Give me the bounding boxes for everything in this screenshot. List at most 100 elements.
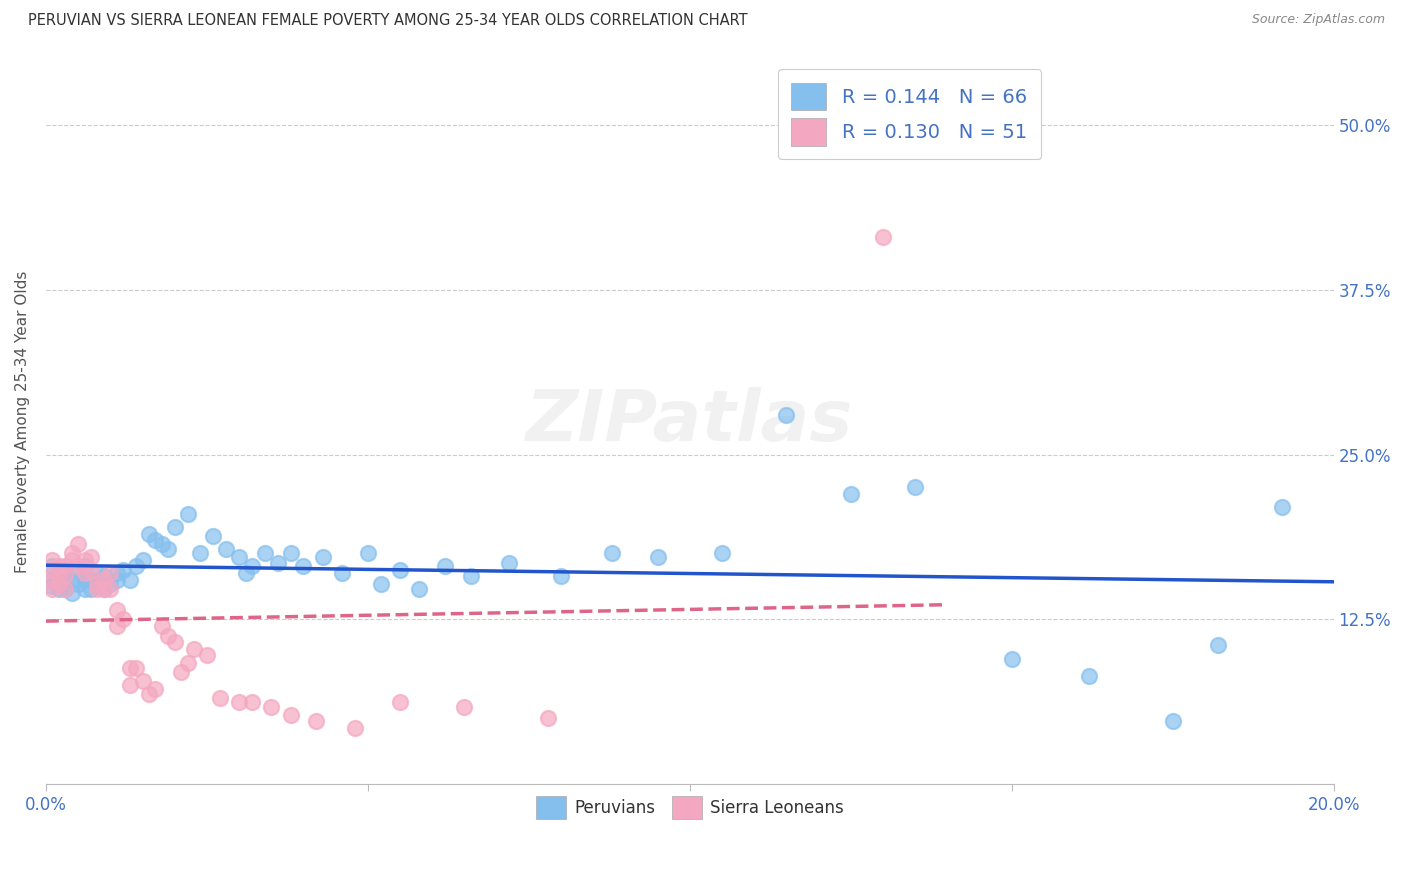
Point: [48, 566, 70, 580]
Point: [80, 564, 103, 578]
Point: [138, 687, 160, 701]
Point: [292, 559, 315, 574]
Point: [86, 566, 108, 580]
Point: [48, 559, 70, 574]
Point: [112, 564, 135, 578]
Text: PERUVIAN VS SIERRA LEONEAN FEMALE POVERTY AMONG 25-34 YEAR OLDS CORRELATION CHAR: PERUVIAN VS SIERRA LEONEAN FEMALE POVERT…: [28, 13, 748, 29]
Point: [41, 573, 63, 587]
Point: [145, 681, 167, 696]
Point: [228, 550, 250, 565]
Point: [60, 553, 83, 567]
Point: [215, 542, 238, 557]
Point: [904, 481, 927, 495]
Point: [73, 553, 96, 567]
Point: [41, 559, 63, 574]
Text: ZIPatlas: ZIPatlas: [526, 387, 853, 456]
Point: [176, 507, 198, 521]
Point: [408, 582, 430, 596]
Point: [195, 648, 218, 662]
Point: [125, 661, 148, 675]
Point: [93, 573, 115, 587]
Point: [53, 559, 76, 574]
Point: [93, 582, 115, 596]
Point: [305, 714, 328, 728]
Point: [370, 576, 392, 591]
Point: [208, 691, 231, 706]
Point: [131, 673, 153, 688]
Point: [105, 619, 128, 633]
Point: [48, 573, 70, 587]
Point: [98, 582, 121, 596]
Point: [453, 700, 475, 714]
Point: [67, 559, 90, 574]
Point: [86, 579, 108, 593]
Point: [710, 546, 733, 560]
Point: [80, 573, 103, 587]
Point: [343, 722, 366, 736]
Point: [267, 556, 290, 570]
Point: [125, 559, 148, 574]
Point: [98, 566, 121, 580]
Point: [67, 576, 90, 591]
Point: [86, 576, 108, 591]
Point: [839, 487, 862, 501]
Point: [176, 656, 198, 670]
Point: [67, 564, 90, 578]
Point: [118, 573, 141, 587]
Point: [389, 695, 412, 709]
Point: [163, 634, 186, 648]
Point: [98, 576, 121, 591]
Point: [145, 533, 167, 548]
Point: [872, 230, 894, 244]
Point: [235, 566, 257, 580]
Point: [550, 568, 572, 582]
Point: [118, 678, 141, 692]
Point: [60, 546, 83, 560]
Point: [93, 568, 115, 582]
Point: [150, 537, 173, 551]
Point: [460, 568, 482, 582]
Point: [1271, 500, 1294, 515]
Point: [602, 546, 624, 560]
Point: [112, 612, 135, 626]
Point: [434, 559, 457, 574]
Point: [389, 564, 412, 578]
Point: [253, 546, 276, 560]
Point: [240, 695, 263, 709]
Point: [150, 619, 173, 633]
Point: [280, 708, 302, 723]
Point: [357, 546, 380, 560]
Point: [67, 537, 90, 551]
Point: [163, 520, 186, 534]
Point: [118, 661, 141, 675]
Point: [498, 556, 520, 570]
Point: [93, 582, 115, 596]
Point: [202, 529, 225, 543]
Point: [157, 629, 180, 643]
Point: [41, 564, 63, 578]
Point: [1077, 669, 1099, 683]
Point: [1206, 639, 1229, 653]
Point: [53, 568, 76, 582]
Point: [60, 586, 83, 600]
Point: [48, 568, 70, 582]
Point: [41, 582, 63, 596]
Point: [190, 546, 212, 560]
Point: [41, 573, 63, 587]
Point: [73, 566, 96, 580]
Point: [53, 582, 76, 596]
Point: [53, 568, 76, 582]
Point: [280, 546, 302, 560]
Point: [73, 582, 96, 596]
Point: [105, 573, 128, 587]
Point: [53, 582, 76, 596]
Point: [41, 553, 63, 567]
Point: [41, 579, 63, 593]
Point: [131, 553, 153, 567]
Point: [80, 550, 103, 565]
Point: [330, 566, 353, 580]
Point: [105, 603, 128, 617]
Point: [312, 550, 335, 565]
Point: [228, 695, 250, 709]
Point: [775, 408, 797, 422]
